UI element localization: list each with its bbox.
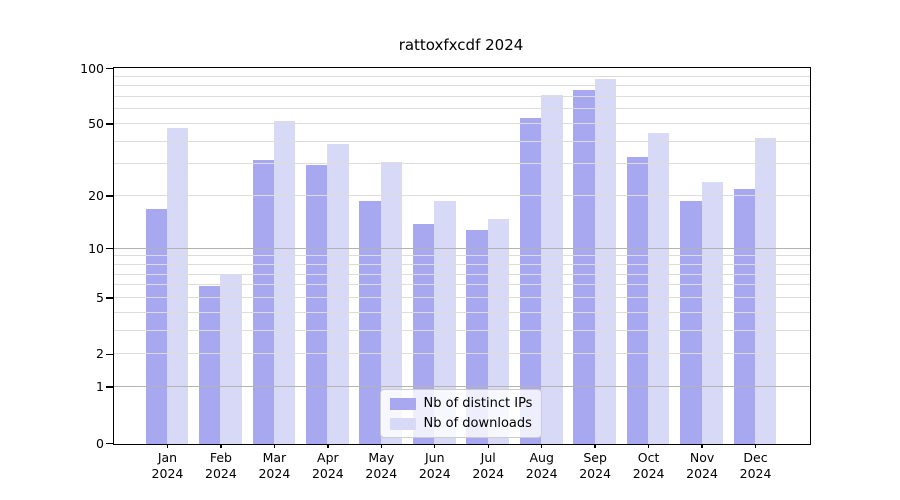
bar-aug-distinct-ips [519, 118, 542, 444]
y-tick-label-5: 5 [96, 289, 104, 305]
gridline-y-5 [113, 296, 810, 298]
legend: Nb of distinct IPs Nb of downloads [379, 389, 543, 438]
bar-may-downloads [380, 162, 403, 444]
bar-jun-distinct-ips [412, 223, 435, 444]
bar-jun-downloads [434, 200, 456, 444]
x-tick-label-jul: Jul 2024 [472, 450, 505, 481]
bar-nov-distinct-ips [680, 200, 702, 444]
gridline-y-3 [113, 329, 810, 331]
bar-dec-downloads [755, 138, 777, 444]
bar-apr-downloads [327, 144, 349, 444]
gridline-y-7 [113, 273, 810, 275]
chart-title: rattoxfxcdf 2024 [398, 36, 524, 54]
bar-oct-downloads [648, 132, 670, 444]
legend-entry-distinct-ips: Nb of distinct IPs [389, 396, 533, 411]
bar-may-distinct-ips [359, 200, 381, 444]
gridline-y-50 [113, 123, 810, 125]
bar-jan-distinct-ips [145, 209, 167, 444]
bar-sep-distinct-ips [573, 90, 595, 444]
bar-dec-distinct-ips [733, 189, 756, 444]
bar-jan-downloads [166, 127, 189, 444]
y-tick-label-50: 50 [88, 116, 104, 132]
plot-area: Nb of distinct IPs Nb of downloads [112, 67, 811, 445]
gridline-y-8 [113, 263, 810, 265]
gridline-y-80 [113, 85, 810, 87]
x-tick-label-apr: Apr 2024 [311, 450, 344, 481]
y-axis-tick-labels: 100 50 20 10 5 2 1 0 [0, 0, 104, 500]
bar-apr-distinct-ips [305, 164, 328, 444]
gridline-y-1 [113, 386, 810, 388]
y-tick-label-100: 100 [80, 60, 104, 76]
x-tick-label-oct: Oct 2024 [632, 450, 665, 481]
y-tick-label-2: 2 [96, 346, 104, 362]
bar-sep-downloads [594, 79, 617, 444]
x-tick-label-nov: Nov 2024 [686, 450, 718, 481]
x-tick-label-jun: Jun 2024 [418, 450, 451, 481]
legend-swatch-downloads [389, 417, 416, 430]
y-tick-label-10: 10 [88, 240, 104, 256]
gridline-y-40 [113, 140, 810, 142]
gridline-y-4 [113, 311, 810, 313]
legend-swatch-distinct-ips [389, 397, 416, 410]
x-tick-label-aug: Aug 2024 [525, 450, 558, 481]
bar-nov-downloads [701, 182, 723, 444]
x-tick-label-mar: Mar 2024 [258, 450, 291, 481]
x-tick-label-may: May 2024 [365, 450, 398, 481]
x-tick-label-jan: Jan 2024 [151, 450, 184, 481]
gridline-y-10 [113, 247, 810, 249]
bar-aug-downloads [541, 95, 563, 444]
bar-feb-distinct-ips [199, 285, 221, 444]
y-tick-label-20: 20 [88, 188, 104, 204]
gridline-y-6 [113, 284, 810, 286]
gridline-y-90 [113, 75, 810, 77]
x-tick-label-sep: Sep 2024 [579, 450, 612, 481]
bar-jul-downloads [487, 218, 510, 444]
legend-label-distinct-ips: Nb of distinct IPs [423, 396, 533, 411]
gridline-y-9 [113, 255, 810, 257]
y-tick-label-1: 1 [96, 379, 104, 395]
y-tick-label-0: 0 [96, 435, 104, 451]
gridline-y-2 [113, 353, 810, 355]
bar-feb-downloads [220, 275, 242, 444]
gridline-y-20 [113, 195, 810, 197]
x-tick-label-dec: Dec 2024 [739, 450, 772, 481]
bar-mar-distinct-ips [252, 159, 274, 444]
bar-oct-distinct-ips [626, 157, 649, 444]
gridline-y-70 [113, 96, 810, 98]
gridline-y-60 [113, 108, 810, 110]
gridline-y-30 [113, 163, 810, 165]
legend-entry-downloads: Nb of downloads [389, 416, 533, 431]
bar-mar-downloads [273, 121, 296, 444]
legend-label-downloads: Nb of downloads [423, 416, 532, 431]
x-tick-label-feb: Feb 2024 [205, 450, 237, 481]
